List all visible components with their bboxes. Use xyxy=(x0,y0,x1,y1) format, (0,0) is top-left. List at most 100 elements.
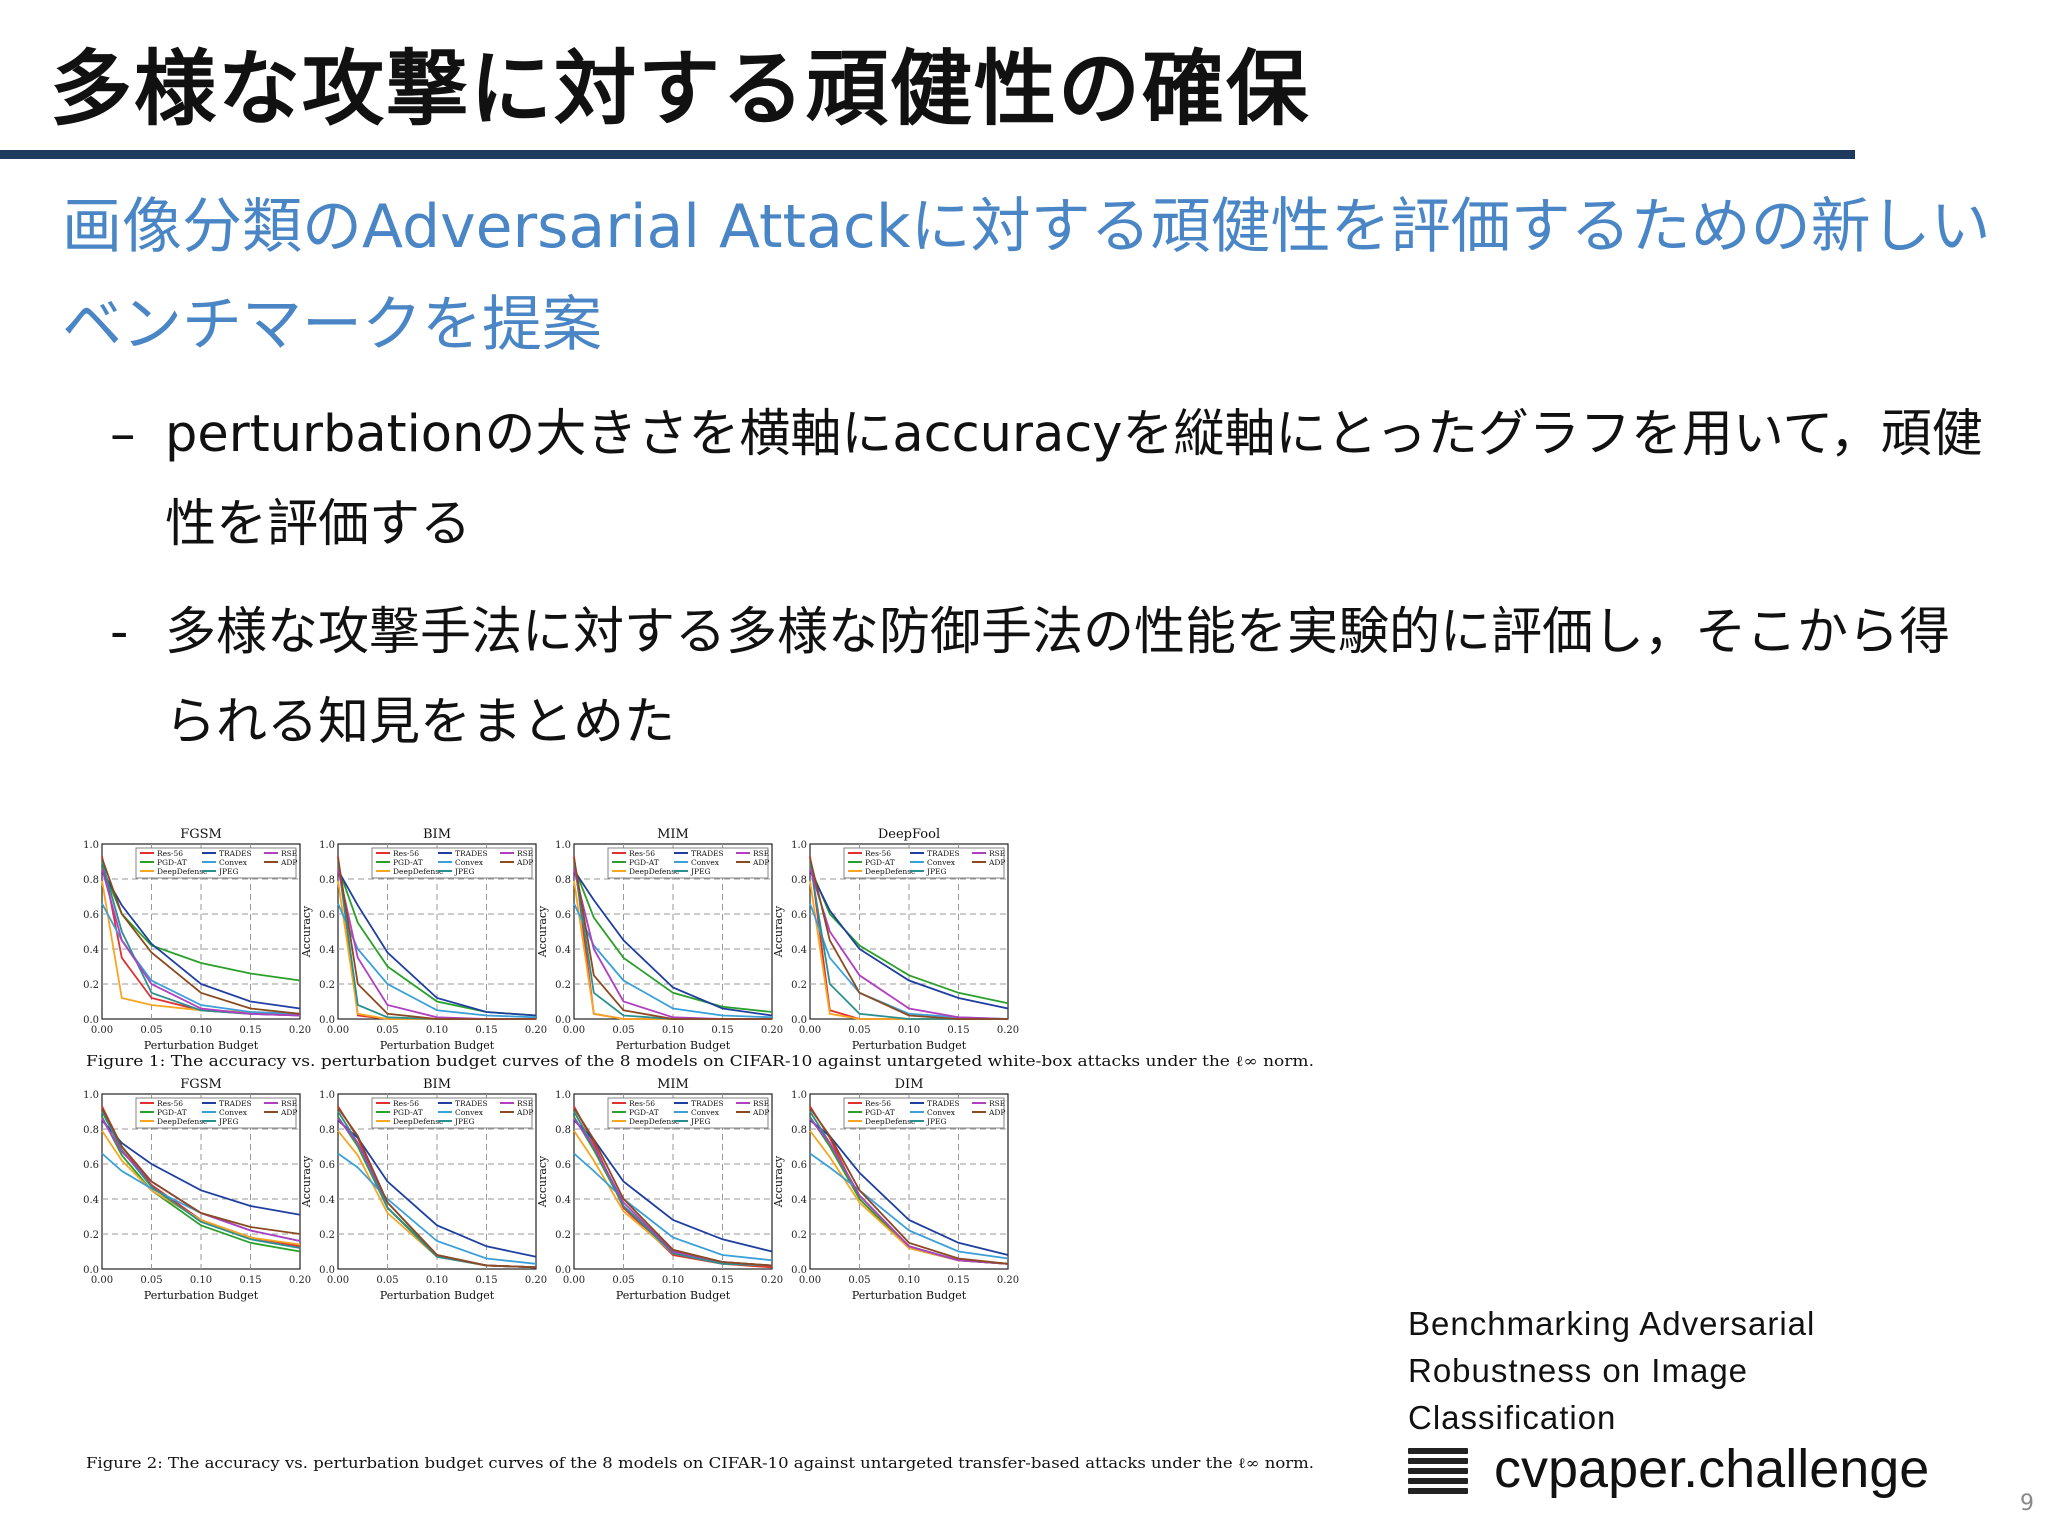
legend-label: RSE xyxy=(753,849,769,858)
series-line xyxy=(809,1107,1009,1265)
y-tick-label: 0.0 xyxy=(791,1265,807,1276)
legend-label: DeepDefense xyxy=(865,867,916,876)
x-tick-label: 0.10 xyxy=(190,1025,212,1036)
y-tick-label: 0.8 xyxy=(83,1125,99,1136)
x-tick-label: 0.20 xyxy=(525,1025,547,1036)
legend-label: Res-56 xyxy=(157,849,183,858)
subplot-title: MIM xyxy=(657,1077,689,1092)
legend-label: TRADES xyxy=(927,849,960,858)
series-line xyxy=(809,1152,1009,1260)
legend-label: TRADES xyxy=(455,849,488,858)
citation-line: Classification xyxy=(1408,1399,1617,1436)
legend-label: Convex xyxy=(927,1108,956,1117)
subplot-title: FGSM xyxy=(180,827,222,842)
legend-label: TRADES xyxy=(927,1099,960,1108)
citation-line: Benchmarking Adversarial xyxy=(1408,1305,1816,1342)
citation-line: Robustness on Image xyxy=(1408,1352,1749,1389)
legend-label: RSE xyxy=(989,1099,1005,1108)
legend-label: RSE xyxy=(989,849,1005,858)
legend-label: JPEG xyxy=(926,867,947,876)
y-tick-label: 0.6 xyxy=(555,1160,571,1171)
y-tick-label: 0.0 xyxy=(83,1015,99,1026)
x-tick-label: 0.15 xyxy=(947,1025,969,1036)
bullet-item: – perturbationの大きさを横軸にaccuracyを縦軸にとったグラフ… xyxy=(110,390,1990,570)
series-line xyxy=(337,1107,537,1269)
legend-label: Convex xyxy=(927,858,956,867)
x-tick-label: 0.15 xyxy=(239,1025,261,1036)
y-axis-label: Accuracy xyxy=(300,905,313,958)
y-tick-label: 0.8 xyxy=(791,1125,807,1136)
figure-caption: Figure 1: The accuracy vs. perturbation … xyxy=(86,1054,1314,1070)
y-tick-label: 1.0 xyxy=(83,840,99,851)
x-tick-label: 0.00 xyxy=(91,1275,113,1286)
legend-label: Convex xyxy=(691,858,720,867)
slide-title: 多様な攻撃に対する頑健性の確保 xyxy=(50,42,1311,137)
legend-label: RSE xyxy=(517,1099,533,1108)
y-tick-label: 0.0 xyxy=(83,1265,99,1276)
legend-label: PGD-AT xyxy=(393,1108,423,1117)
series-line xyxy=(573,1107,773,1267)
legend-label: DeepDefense xyxy=(393,1117,444,1126)
legend-label: Res-56 xyxy=(865,849,891,858)
legend-label: JPEG xyxy=(690,867,711,876)
x-tick-label: 0.05 xyxy=(140,1275,162,1286)
legend-label: Res-56 xyxy=(157,1099,183,1108)
x-tick-label: 0.05 xyxy=(140,1025,162,1036)
subplot-title: MIM xyxy=(657,827,689,842)
legend-label: JPEG xyxy=(926,1117,947,1126)
y-tick-label: 1.0 xyxy=(555,1090,571,1101)
y-tick-label: 0.8 xyxy=(83,875,99,886)
legend-label: TRADES xyxy=(691,1099,724,1108)
subplot: 0.00 0.05 0.10 0.15 0.20 0.0 0.2 0.4 0.6 0.8 1.0 BI… xyxy=(300,1077,547,1302)
x-tick-label: 0.05 xyxy=(612,1025,634,1036)
series-line xyxy=(101,903,301,1015)
series-line xyxy=(101,1116,301,1253)
x-tick-label: 0.10 xyxy=(662,1275,684,1286)
y-tick-label: 0.0 xyxy=(791,1015,807,1026)
series-line xyxy=(337,1152,537,1265)
y-tick-label: 0.4 xyxy=(319,1195,335,1206)
bullet-text: perturbationの大きさを横軸にaccuracyを縦軸にとったグラフを用… xyxy=(165,405,1983,554)
legend-label: Res-56 xyxy=(393,1099,419,1108)
legend-label: JPEG xyxy=(218,1117,239,1126)
x-tick-label: 0.05 xyxy=(848,1275,870,1286)
y-tick-label: 0.2 xyxy=(319,980,335,991)
legend-label: JPEG xyxy=(454,1117,475,1126)
legend-label: PGD-AT xyxy=(393,858,423,867)
legend-label: ADP xyxy=(516,1108,533,1117)
subplot-title: FGSM xyxy=(180,1077,222,1092)
subplot-title: DeepFool xyxy=(878,827,940,842)
x-axis-label: Perturbation Budget xyxy=(852,1289,967,1302)
x-tick-label: 0.10 xyxy=(426,1025,448,1036)
x-axis-label: Perturbation Budget xyxy=(616,1289,731,1302)
legend-label: TRADES xyxy=(219,849,252,858)
legend-label: ADP xyxy=(516,858,533,867)
legend-label: Convex xyxy=(455,858,484,867)
series-line xyxy=(101,1111,301,1249)
legend-label: RSE xyxy=(753,1099,769,1108)
y-axis-label: Accuracy xyxy=(772,1155,785,1208)
x-tick-label: 0.00 xyxy=(91,1025,113,1036)
y-tick-label: 1.0 xyxy=(791,1090,807,1101)
series-line xyxy=(101,857,301,1015)
y-tick-label: 1.0 xyxy=(319,1090,335,1101)
y-tick-label: 0.6 xyxy=(319,1160,335,1171)
brand-name: cvpaper.challenge xyxy=(1494,1439,1930,1499)
bullet-text: 多様な攻撃手法に対する多様な防御手法の性能を実験的に評価し，そこから得られる知見… xyxy=(165,603,1951,752)
series-line xyxy=(337,1119,537,1258)
series-line xyxy=(809,866,1009,1005)
subplot: 0.00 0.05 0.10 0.15 0.20 0.0 0.2 0.4 0.6 0.8 1.0 DI… xyxy=(772,1077,1019,1302)
subplot: 0.00 0.05 0.10 0.15 0.20 0.0 0.2 0.4 0.6 0.8 1.0 FG… xyxy=(83,827,311,1052)
legend-label: PGD-AT xyxy=(629,1108,659,1117)
legend-label: JPEG xyxy=(454,867,475,876)
legend-label: TRADES xyxy=(455,1099,488,1108)
legend-label: DeepDefense xyxy=(865,1117,916,1126)
legend-label: DeepDefense xyxy=(157,1117,208,1126)
x-tick-label: 0.10 xyxy=(662,1025,684,1036)
y-tick-label: 0.4 xyxy=(83,945,99,956)
legend-label: Res-56 xyxy=(865,1099,891,1108)
subplot-title: BIM xyxy=(423,827,451,842)
x-tick-label: 0.15 xyxy=(711,1275,733,1286)
x-tick-label: 0.00 xyxy=(799,1025,821,1036)
legend-label: RSE xyxy=(281,1099,297,1108)
